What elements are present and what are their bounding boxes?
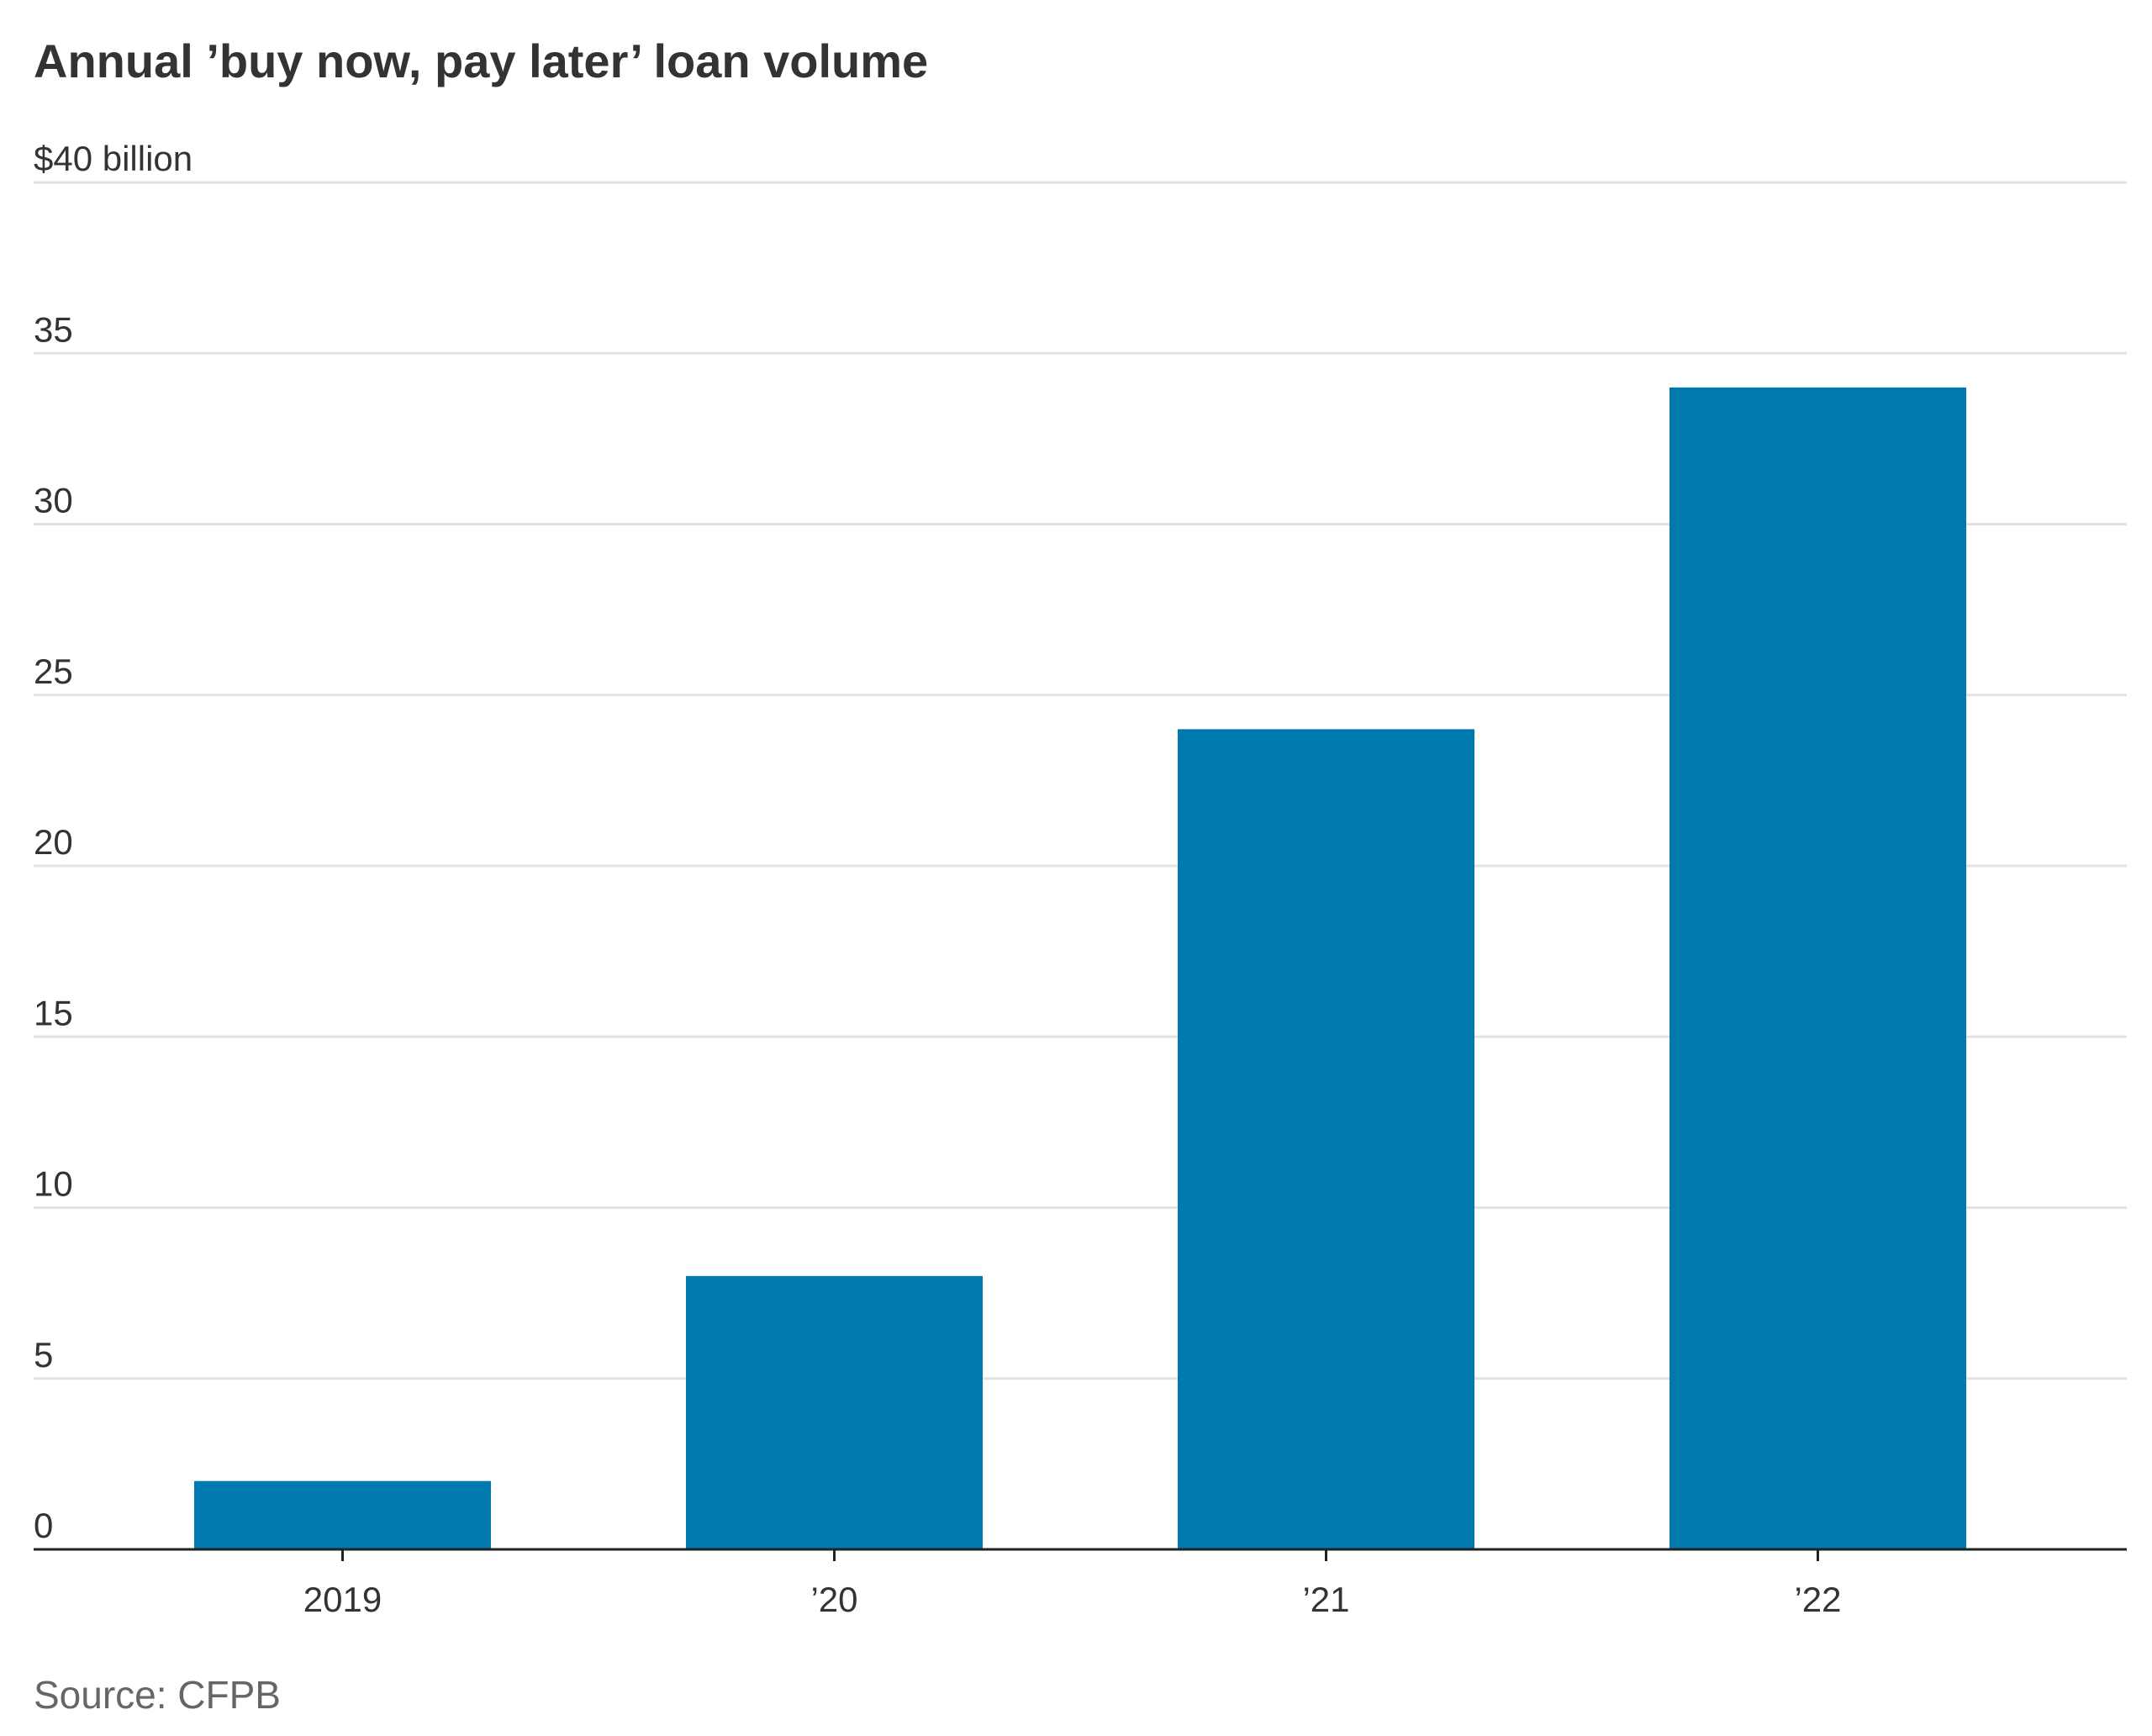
y-tick-label: $40 billion xyxy=(34,139,193,178)
bar-2 xyxy=(1178,729,1474,1549)
source-note: Source: CFPB xyxy=(34,1673,281,1717)
x-axis-ticks: 2019 ’20 ’21 ’22 xyxy=(303,1549,1842,1619)
x-tick-label: ’21 xyxy=(1302,1580,1349,1619)
y-tick-label: 35 xyxy=(34,309,73,349)
y-tick-label: 30 xyxy=(34,481,73,520)
y-tick-label: 20 xyxy=(34,822,73,862)
grid-lines xyxy=(34,181,2127,1380)
x-tick-label: ’22 xyxy=(1794,1580,1841,1619)
x-tick-label: ’20 xyxy=(810,1580,857,1619)
bar-3 xyxy=(1669,387,1966,1549)
y-tick-label: 0 xyxy=(34,1506,53,1545)
y-axis-ticks: 0 5 10 15 20 25 30 35 $40 billion xyxy=(34,139,193,1545)
bar-0 xyxy=(194,1480,491,1549)
bar-1 xyxy=(686,1275,983,1549)
y-tick-label: 10 xyxy=(34,1164,73,1204)
y-tick-label: 5 xyxy=(34,1335,53,1375)
x-tick-label: 2019 xyxy=(303,1580,382,1619)
bars xyxy=(194,387,1966,1549)
y-tick-label: 25 xyxy=(34,652,73,691)
chart-title: Annual ’buy now, pay later’ loan volume xyxy=(34,34,928,87)
y-tick-label: 15 xyxy=(34,993,73,1032)
